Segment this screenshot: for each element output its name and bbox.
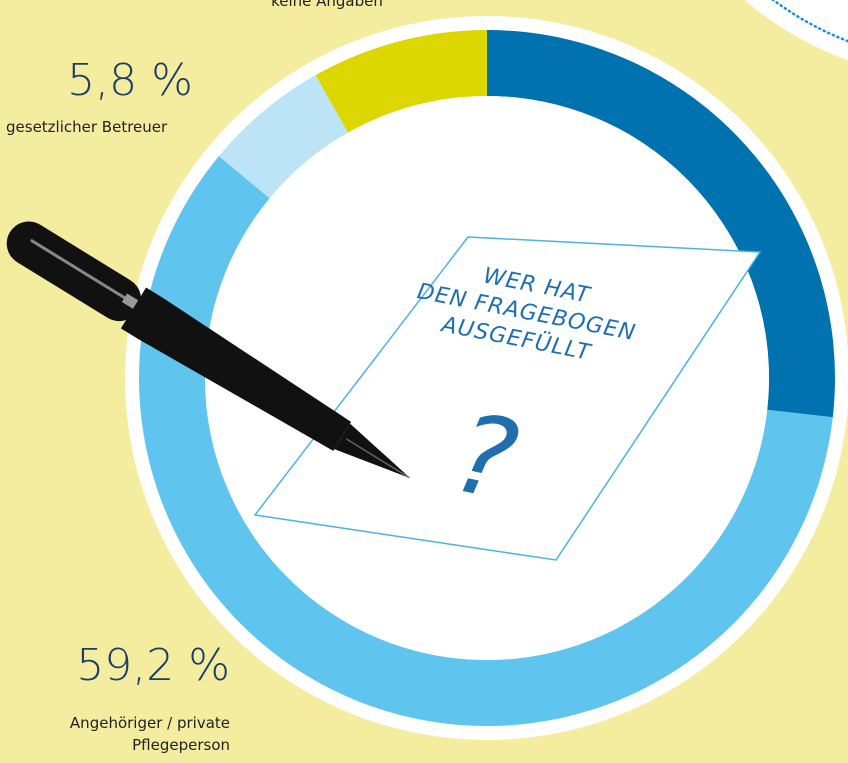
category-label: gesetzlicher Betreuer (6, 118, 168, 136)
decor-circle (744, 0, 848, 61)
pen (6, 221, 411, 479)
ring (139, 30, 835, 726)
donut-segment (487, 30, 835, 418)
value-label: 5,8 % (67, 55, 193, 106)
category-label: Angehöriger / private Pflegeperson (69, 714, 230, 754)
donut-segment (139, 156, 833, 726)
value-label: 59,2 % (76, 640, 230, 691)
donut-segment (315, 30, 487, 133)
category-label: keine Angaben (271, 0, 383, 10)
donut-segment (218, 75, 349, 199)
